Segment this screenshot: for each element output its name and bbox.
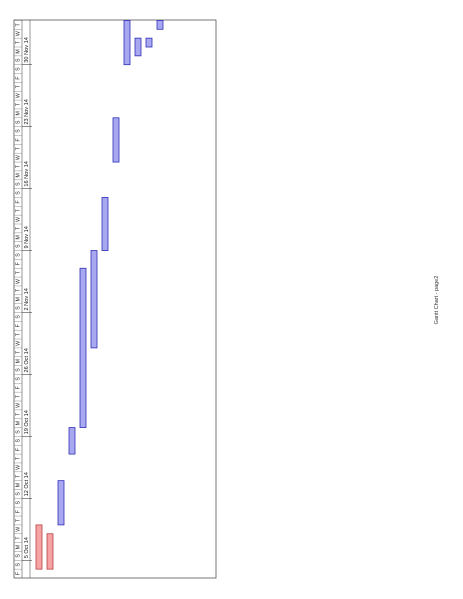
week-label: 5 Oct 14 (24, 537, 30, 558)
day-letter: S (15, 191, 21, 195)
task-bar (156, 20, 164, 30)
day-letter: S (15, 377, 21, 381)
chart-frame (13, 19, 217, 579)
task-bar (57, 480, 65, 526)
day-letter: S (15, 501, 21, 505)
day-letter: W (15, 31, 21, 36)
day-letter: F (15, 448, 21, 451)
day-letter: S (15, 182, 21, 186)
task-bar (68, 427, 76, 455)
day-letter: W (15, 341, 21, 346)
day-letter: S (15, 120, 21, 124)
task-bar (145, 37, 153, 48)
day-letter: M (15, 111, 21, 115)
day-letter: T (15, 518, 21, 522)
week-label: 23 Nov 14 (24, 99, 30, 125)
day-letter: T (15, 226, 21, 230)
day-letter: F (15, 200, 21, 203)
week-label: 9 Nov 14 (24, 226, 30, 248)
week-label: 19 Oct 14 (24, 410, 30, 434)
day-letter: W (15, 527, 21, 532)
day-letter: T (15, 394, 21, 398)
day-letter: W (15, 279, 21, 284)
day-letter: T (15, 332, 21, 336)
critical-task-bar (35, 524, 43, 570)
day-letter: S (15, 244, 21, 248)
page-footer: Gantt Chart - page2 (434, 275, 440, 325)
day-letter: M (15, 545, 21, 549)
day-letter: M (15, 421, 21, 425)
day-letter: T (15, 146, 21, 150)
day-letter: T (15, 40, 21, 44)
day-letter: T (15, 456, 21, 460)
day-letter: S (15, 562, 21, 566)
day-letter: T (15, 208, 21, 212)
task-bar (112, 117, 120, 163)
day-letter: T (15, 84, 21, 88)
day-letter: S (15, 492, 21, 496)
day-letter: T (15, 270, 21, 274)
day-letter: F (15, 386, 21, 389)
day-letter: W (15, 217, 21, 222)
week-label: 30 Nov 14 (24, 37, 30, 63)
day-letter: F (15, 324, 21, 327)
task-bar (101, 197, 109, 251)
day-letter: F (15, 572, 21, 575)
day-letter: W (15, 155, 21, 160)
task-bar (134, 37, 142, 57)
task-bar (79, 267, 87, 428)
day-letter: M (15, 173, 21, 177)
week-label: 26 Oct 14 (24, 348, 30, 372)
day-letter: M (15, 359, 21, 363)
task-bar (90, 250, 98, 349)
day-letter: T (15, 536, 21, 540)
day-letter: T (15, 164, 21, 168)
day-letter: S (15, 439, 21, 443)
day-letter: M (15, 235, 21, 239)
day-letter: F (15, 138, 21, 141)
day-letter: T (15, 102, 21, 106)
task-bar (123, 20, 131, 66)
day-letter: S (15, 554, 21, 558)
day-letter: F (15, 262, 21, 265)
day-letter: T (15, 288, 21, 292)
day-letter: F (15, 510, 21, 513)
day-letter: S (15, 315, 21, 319)
day-letter: S (15, 253, 21, 257)
day-letter: S (15, 368, 21, 372)
day-letter: T (15, 474, 21, 478)
day-letter: S (15, 58, 21, 62)
day-letter: W (15, 93, 21, 98)
day-letter: S (15, 306, 21, 310)
week-label: 16 Nov 14 (24, 161, 30, 187)
day-letter: W (15, 403, 21, 408)
day-letter: W (15, 465, 21, 470)
day-letter: S (15, 129, 21, 133)
day-letter: M (15, 483, 21, 487)
day-letter: F (15, 76, 21, 79)
day-letter: S (15, 430, 21, 434)
day-letter: T (15, 22, 21, 26)
week-label: 2 Nov 14 (24, 288, 30, 310)
day-letter: T (15, 412, 21, 416)
day-letter: T (15, 350, 21, 354)
week-label: 12 Oct 14 (24, 472, 30, 496)
day-letter: M (15, 297, 21, 301)
day-letter: M (15, 49, 21, 53)
day-letter: S (15, 67, 21, 71)
critical-task-bar (46, 533, 54, 570)
